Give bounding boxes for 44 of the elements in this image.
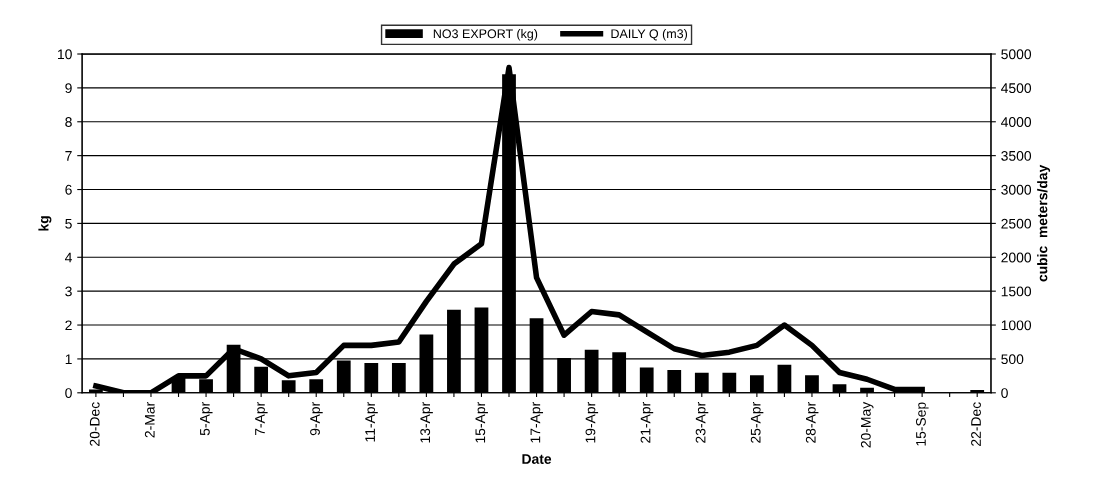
x-tick-label: 9-Apr <box>310 402 323 436</box>
y2-tick-label: 2000 <box>1001 252 1032 263</box>
x-tick-label: 13-Apr <box>420 402 433 443</box>
legend-label: DAILY Q (m3) <box>611 28 688 41</box>
y-tick-label: 1 <box>65 354 72 364</box>
y-tick-label: 3 <box>65 286 72 297</box>
y-tick-label: 8 <box>65 117 72 127</box>
y-axis-title: kg <box>38 216 52 231</box>
x-tick-label: 22-Dec <box>971 402 981 446</box>
y2-tick-label: 5000 <box>1001 49 1032 60</box>
y2-tick-label: 2500 <box>1001 218 1032 229</box>
x-tick-label: 20-Dec <box>89 402 100 446</box>
x-axis-title: Date <box>522 454 552 464</box>
y-tick-label: 6 <box>65 184 72 195</box>
x-tick-label: 28-Apr <box>805 402 819 443</box>
y-tick-label: 9 <box>65 83 72 94</box>
y2-tick-label: 1500 <box>1001 286 1032 297</box>
y2-tick-label: 3500 <box>1001 150 1032 161</box>
x-tick-label: 11-Apr <box>365 402 378 442</box>
x-tick-label: 21-Apr <box>640 402 654 443</box>
x-tick-label: 15-Apr <box>475 402 488 443</box>
x-tick-label: 20-May <box>860 401 874 448</box>
y-tick-label: 7 <box>65 151 72 161</box>
x-tick-label: 19-Apr <box>585 402 599 443</box>
y2-tick-label: 1000 <box>1001 320 1032 331</box>
x-tick-label: 25-Apr <box>750 402 764 443</box>
y2-tick-label: 3000 <box>1001 184 1032 195</box>
x-tick-label: 23-Apr <box>695 402 709 443</box>
x-tick-label: 2-Mar <box>144 402 155 438</box>
x-tick-label: 15-Sep <box>916 402 929 446</box>
x-tick-label: 17-Apr <box>530 402 544 443</box>
x-tick-label: 7-Apr <box>255 402 268 436</box>
y-tick-label: 10 <box>58 49 72 60</box>
y-tick-label: 2 <box>65 320 72 331</box>
y2-tick-label: 0 <box>1001 388 1008 398</box>
y-tick-label: 5 <box>65 218 72 229</box>
y-tick-label: 0 <box>65 388 72 398</box>
x-tick-label: 5-Apr <box>200 402 213 436</box>
legend-label: NO3 EXPORT (kg) <box>433 28 538 41</box>
y2-axis-title: cubic meters/day <box>1037 164 1051 282</box>
y2-tick-label: 500 <box>1001 354 1024 365</box>
y-tick-label: 4 <box>65 252 72 263</box>
y2-tick-label: 4000 <box>1001 117 1032 127</box>
y2-tick-label: 4500 <box>1001 83 1032 94</box>
